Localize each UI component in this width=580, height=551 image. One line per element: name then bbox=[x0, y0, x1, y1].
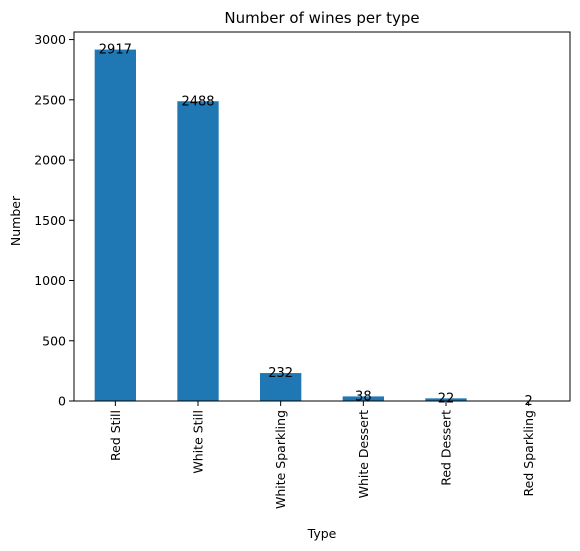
bar bbox=[177, 101, 219, 401]
y-axis: 0 500 1000 1500 2000 2500 3000 bbox=[34, 32, 74, 409]
data-label: 2917 bbox=[99, 43, 132, 58]
x-tick-label: White Sparkling bbox=[273, 410, 288, 509]
y-tick-label: 2000 bbox=[34, 153, 66, 168]
plot-frame bbox=[73, 31, 571, 402]
x-tick-label: Red Sparkling bbox=[521, 410, 536, 496]
chart-title: Number of wines per type bbox=[224, 9, 419, 27]
y-tick-label: 0 bbox=[58, 394, 66, 409]
x-tick-label: Red Dessert bbox=[439, 410, 454, 486]
data-label: 38 bbox=[355, 389, 372, 404]
bar bbox=[94, 49, 136, 401]
data-label: 232 bbox=[268, 366, 293, 381]
data-label: 22 bbox=[438, 391, 455, 406]
bar bbox=[260, 373, 302, 401]
x-axis: Red Still White Still White Sparkling White… bbox=[108, 401, 536, 509]
bars-layer bbox=[94, 49, 550, 401]
x-tick-label: Red Still bbox=[108, 410, 123, 461]
x-axis-label: Type bbox=[307, 526, 337, 541]
y-tick-label: 2500 bbox=[34, 92, 66, 107]
x-tick-label: White Dessert bbox=[356, 410, 371, 498]
y-tick-label: 500 bbox=[42, 333, 66, 348]
y-tick-label: 1500 bbox=[34, 213, 66, 228]
y-tick-label: 1000 bbox=[34, 273, 66, 288]
data-label: 2488 bbox=[181, 94, 214, 109]
bar bbox=[342, 396, 384, 401]
y-axis-label: Number bbox=[8, 195, 23, 246]
y-tick-label: 3000 bbox=[34, 32, 66, 47]
x-tick-label: White Still bbox=[191, 410, 206, 474]
bar bbox=[425, 398, 467, 401]
